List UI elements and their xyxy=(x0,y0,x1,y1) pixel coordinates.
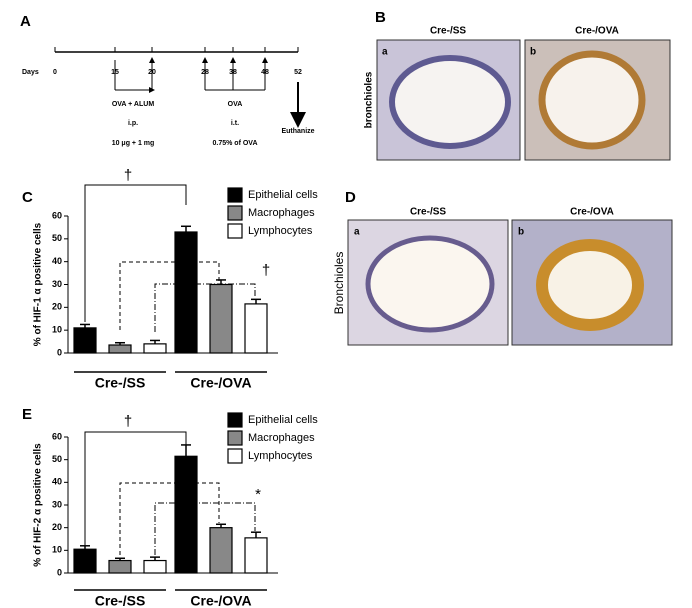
row-label: Bronchioles xyxy=(332,252,346,315)
bar xyxy=(143,559,167,574)
y-tick-label: 60 xyxy=(52,210,62,220)
y-tick-label: 0 xyxy=(57,567,62,577)
bar xyxy=(108,344,132,354)
x-tick-label: Cre-/SS xyxy=(95,375,146,391)
sublabel: a xyxy=(382,47,388,58)
y-axis-label: % of HIF-1 α positive cells xyxy=(33,222,44,346)
day-label: 28 xyxy=(201,69,209,76)
significance-bracket xyxy=(154,283,256,332)
significance-mark: † xyxy=(124,167,132,184)
y-tick-label: 40 xyxy=(52,256,62,266)
bar xyxy=(73,327,97,354)
significance-mark: * xyxy=(255,486,261,503)
day-label: 52 xyxy=(294,69,302,76)
x-tick-label: Cre-/SS xyxy=(95,593,146,608)
y-tick-label: 30 xyxy=(52,279,62,289)
day-label: 48 xyxy=(261,69,269,76)
sublabel: b xyxy=(530,47,536,58)
bar xyxy=(174,455,198,574)
day-label: 20 xyxy=(148,69,156,76)
days-label: Days xyxy=(22,69,39,76)
y-tick-label: 10 xyxy=(52,545,62,555)
legend-swatch xyxy=(227,223,243,239)
legend-label: Macrophages xyxy=(248,432,315,444)
legend-swatch xyxy=(227,448,243,464)
bar xyxy=(244,303,268,354)
legend-swatch xyxy=(227,187,243,203)
y-tick-label: 10 xyxy=(52,325,62,335)
bar xyxy=(108,559,132,574)
group-name: OVA + ALUM xyxy=(112,101,154,108)
day-label: 38 xyxy=(229,69,237,76)
column-label: Cre-/OVA xyxy=(575,26,619,37)
column-label: Cre-/SS xyxy=(410,207,446,218)
micrograph xyxy=(524,39,671,161)
panel-label: E xyxy=(22,406,32,423)
group-dose: 10 μg + 1 mg xyxy=(112,140,155,147)
y-tick-label: 60 xyxy=(52,431,62,441)
micrograph xyxy=(347,219,509,346)
significance-bracket xyxy=(119,261,220,330)
y-tick-label: 40 xyxy=(52,477,62,487)
group-route: i.p. xyxy=(128,120,138,127)
column-label: Cre-/SS xyxy=(430,26,466,37)
group-dose: 0.75% of OVA xyxy=(213,140,258,147)
micrograph xyxy=(376,39,521,161)
x-tick-label: Cre-/OVA xyxy=(190,593,251,608)
legend-swatch xyxy=(227,412,243,428)
panel-label: D xyxy=(345,189,356,206)
y-tick-label: 50 xyxy=(52,233,62,243)
legend-label: Lymphocytes xyxy=(248,225,313,237)
legend-label: Lymphocytes xyxy=(248,450,313,462)
legend-label: Epithelial cells xyxy=(248,414,318,426)
legend-swatch xyxy=(227,205,243,221)
bar xyxy=(209,527,233,574)
micrograph xyxy=(511,219,673,346)
row-label: bronchioles xyxy=(364,71,375,128)
significance-mark: † xyxy=(262,262,270,279)
y-tick-label: 50 xyxy=(52,454,62,464)
sublabel: a xyxy=(354,227,360,238)
bar xyxy=(174,231,198,354)
legend-swatch xyxy=(227,430,243,446)
significance-bracket xyxy=(84,431,187,545)
bar xyxy=(143,343,167,354)
legend-label: Epithelial cells xyxy=(248,189,318,201)
significance-bracket xyxy=(84,184,187,322)
sublabel: b xyxy=(518,227,524,238)
day-label: 15 xyxy=(111,69,119,76)
y-tick-label: 20 xyxy=(52,522,62,532)
bar xyxy=(244,537,268,574)
arrows-ip xyxy=(114,60,152,90)
day-label: 0 xyxy=(53,69,57,76)
bar xyxy=(209,283,233,354)
y-tick-label: 20 xyxy=(52,302,62,312)
significance-bracket xyxy=(119,482,220,555)
legend-label: Macrophages xyxy=(248,207,315,219)
panel-label: C xyxy=(22,189,33,206)
y-tick-label: 30 xyxy=(52,499,62,509)
end-label: Euthanize xyxy=(281,128,314,135)
group-route: i.t. xyxy=(231,120,239,127)
column-label: Cre-/OVA xyxy=(570,207,614,218)
y-tick-label: 0 xyxy=(57,347,62,357)
group-name: OVA xyxy=(228,101,243,108)
x-tick-label: Cre-/OVA xyxy=(190,375,251,391)
y-axis-label: % of HIF-2 α positive cells xyxy=(33,443,44,567)
panel-label: A xyxy=(20,13,31,30)
significance-mark: † xyxy=(124,413,132,430)
significance-bracket xyxy=(154,502,256,555)
bar xyxy=(73,548,97,574)
panel-label: B xyxy=(375,9,386,26)
